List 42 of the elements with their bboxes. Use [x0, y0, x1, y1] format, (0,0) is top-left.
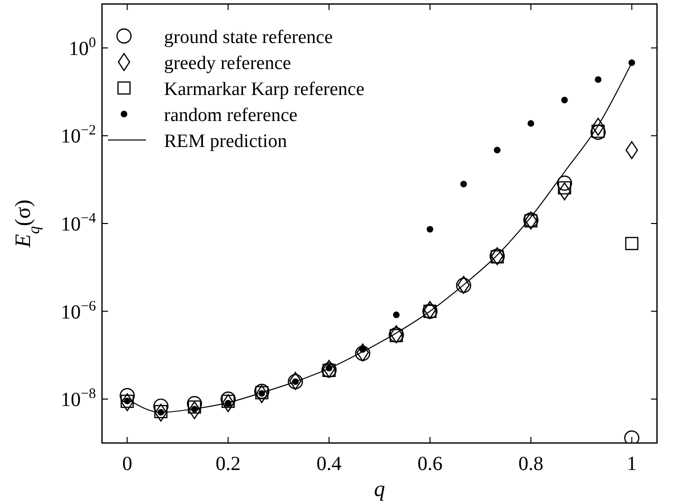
- point: [288, 374, 303, 390]
- point: [154, 404, 168, 422]
- point: [186, 396, 202, 412]
- point: [426, 226, 434, 233]
- y-tick-label: 10$^{0}$: [68, 34, 96, 60]
- legend-label: random reference: [164, 105, 298, 126]
- point: [120, 388, 135, 404]
- x-tick-label: 1: [626, 453, 637, 475]
- x-axis-title: q: [374, 476, 385, 501]
- point: [625, 236, 638, 250]
- point: [153, 398, 168, 414]
- point: [594, 76, 602, 83]
- point: [188, 401, 201, 420]
- point: [592, 118, 604, 136]
- legend-label: greedy reference: [164, 53, 292, 74]
- x-tick-label: 0.6: [417, 453, 442, 475]
- x-tick-label: 0.8: [518, 453, 544, 475]
- point: [558, 181, 572, 194]
- point: [154, 404, 168, 418]
- point: [558, 182, 571, 200]
- point: [556, 176, 572, 191]
- point: [289, 372, 302, 390]
- point: [222, 394, 235, 408]
- legend-label: Karmarkar Karp reference: [164, 79, 364, 100]
- legend-label: ground state reference: [164, 27, 333, 48]
- point: [220, 392, 236, 407]
- x-tick-label: 0.4: [316, 453, 342, 475]
- point: [393, 312, 400, 318]
- point: [424, 301, 436, 320]
- point: [494, 146, 501, 154]
- point: [460, 180, 467, 188]
- x-tick-label: 0.2: [216, 453, 241, 475]
- y-tick-label: 10$^{−6}$: [60, 298, 96, 324]
- y-tick-label: 10$^{−4}$: [60, 210, 96, 236]
- point: [120, 394, 134, 408]
- point: [561, 96, 568, 104]
- point: [188, 400, 202, 414]
- x-tick-label: 0: [122, 453, 132, 475]
- point: [528, 120, 534, 127]
- y-tick-label: 10$^{−2}$: [60, 122, 96, 148]
- y-tick-label: 10$^{−8}$: [60, 386, 96, 412]
- legend-label: REM prediction: [164, 131, 288, 152]
